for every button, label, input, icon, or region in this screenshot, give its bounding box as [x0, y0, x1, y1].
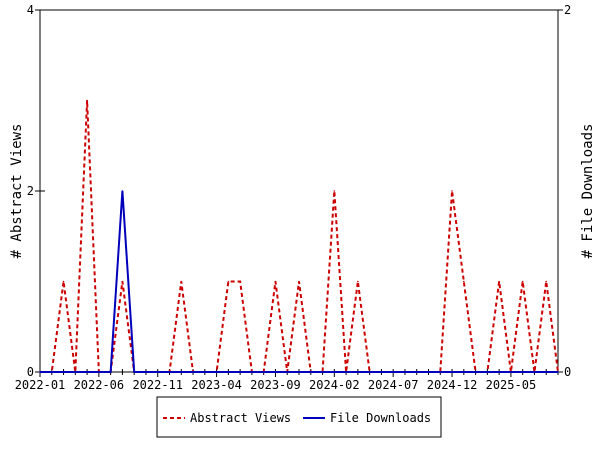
data-point: [39, 371, 41, 373]
data-point: [262, 371, 265, 373]
data-point: [121, 280, 124, 283]
data-point: [274, 280, 277, 283]
data-point: [463, 280, 465, 283]
data-point: [62, 371, 65, 373]
plot-frame: [39, 9, 559, 373]
data-point: [521, 280, 524, 283]
data-point: [180, 280, 183, 283]
data-point: [474, 371, 477, 373]
data-point: [333, 371, 336, 373]
data-point: [392, 371, 394, 373]
data-point: [333, 190, 336, 192]
data-point: [521, 371, 524, 373]
data-point: [380, 371, 383, 373]
data-point: [427, 371, 430, 373]
x-tick-label: 2025-05: [486, 378, 537, 392]
data-point: [239, 280, 241, 283]
x-tick-label: 2024-02: [309, 378, 360, 392]
legend-label-file-downloads: File Downloads: [330, 411, 431, 425]
data-point: [192, 371, 194, 373]
data-point: [498, 280, 500, 283]
data-point: [215, 371, 218, 373]
y-axis-label-right: # File Downloads: [580, 124, 596, 259]
data-point: [486, 371, 489, 373]
data-point: [545, 371, 548, 373]
y-tick-label-left: 4: [27, 3, 34, 17]
legend: Abstract Views File Downloads: [156, 396, 442, 438]
data-point: [498, 371, 500, 373]
data-point: [451, 371, 453, 373]
data-point: [357, 280, 359, 283]
data-point: [98, 371, 100, 373]
legend-label-abstract-views: Abstract Views: [190, 411, 291, 425]
y-tick-label-right: 0: [564, 365, 571, 379]
data-point: [109, 371, 112, 373]
data-point: [180, 371, 183, 373]
x-tick-label: 2022-11: [132, 378, 183, 392]
data-point: [357, 371, 359, 373]
series-line-abstract-views: [40, 100, 559, 373]
y-tick-label-left: 0: [27, 365, 34, 379]
x-tick-label: 2023-04: [191, 378, 242, 392]
data-point: [415, 371, 418, 373]
data-point: [545, 280, 548, 283]
data-point: [451, 190, 453, 192]
data-point: [145, 371, 147, 373]
data-point: [121, 190, 124, 192]
data-point: [133, 371, 135, 373]
data-point: [286, 371, 289, 373]
data-point: [557, 371, 559, 373]
data-point: [251, 371, 253, 373]
data-point: [298, 280, 300, 283]
data-point: [533, 371, 536, 373]
y-tick-label-right: 2: [564, 3, 571, 17]
data-point: [345, 371, 347, 373]
data-point: [439, 371, 442, 373]
x-tick-label: 2022-06: [74, 378, 125, 392]
data-point: [404, 371, 406, 373]
data-point: [86, 99, 88, 102]
data-point: [86, 371, 88, 373]
y-axis-label-left: # Abstract Views: [9, 124, 25, 259]
data-point: [62, 280, 65, 283]
data-point: [227, 371, 230, 373]
data-point: [463, 371, 465, 373]
data-point: [227, 280, 230, 283]
data-point: [321, 371, 324, 373]
data-point: [510, 371, 512, 373]
x-tick-label: 2024-07: [368, 378, 419, 392]
data-point: [239, 371, 241, 373]
data-point: [368, 371, 371, 373]
y-tick-label-left: 2: [27, 184, 34, 198]
data-point: [50, 371, 53, 373]
x-tick-label: 2023-09: [250, 378, 301, 392]
data-point: [156, 371, 159, 373]
x-tick-label: 2022-01: [15, 378, 66, 392]
data-point: [204, 371, 206, 373]
data-point: [74, 371, 77, 373]
data-point: [168, 371, 171, 373]
legend-box: [156, 396, 442, 438]
x-tick-label: 2024-12: [427, 378, 478, 392]
data-point: [298, 371, 300, 373]
data-point: [309, 371, 312, 373]
data-point: [274, 371, 277, 373]
